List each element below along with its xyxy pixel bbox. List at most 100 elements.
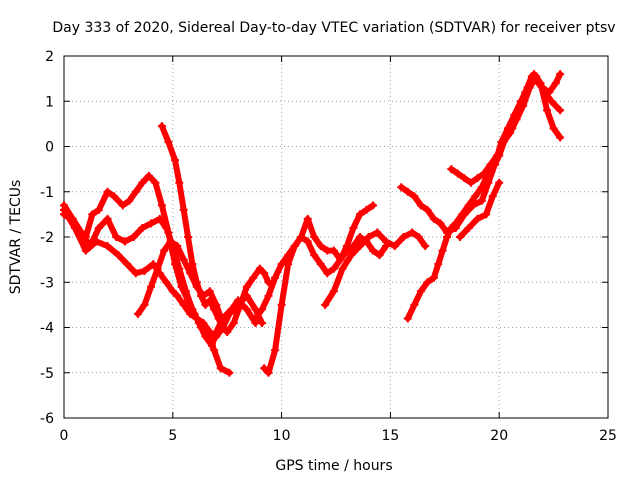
x-tick-label: 15 xyxy=(381,428,399,444)
data-point xyxy=(423,278,432,287)
data-point xyxy=(316,242,325,251)
data-point xyxy=(192,278,201,287)
data-point xyxy=(207,341,216,350)
data-point xyxy=(205,287,214,296)
data-point xyxy=(264,368,273,377)
data-point xyxy=(355,242,364,251)
data-point xyxy=(519,101,528,110)
data-point xyxy=(162,223,171,232)
data-point xyxy=(229,318,238,327)
data-point xyxy=(484,178,493,187)
data-point xyxy=(199,318,208,327)
data-point xyxy=(157,201,166,210)
data-point xyxy=(277,300,286,309)
data-point xyxy=(201,300,210,309)
y-tick-label: 2 xyxy=(45,49,54,65)
data-point xyxy=(210,305,219,314)
y-tick-label: -6 xyxy=(40,411,54,427)
data-point xyxy=(277,260,286,269)
data-point xyxy=(408,228,417,237)
data-point xyxy=(382,237,391,246)
data-point xyxy=(133,309,142,318)
data-point xyxy=(493,151,502,160)
data-point xyxy=(349,223,358,232)
data-point xyxy=(329,246,338,255)
series-10 xyxy=(397,70,565,237)
data-point xyxy=(506,128,515,137)
data-point xyxy=(429,273,438,282)
data-point xyxy=(242,282,251,291)
data-point xyxy=(321,300,330,309)
axis-ticks: 0 5 10 15 20 25 -6 -5 -4 -3 -2 -1 0 1 2 xyxy=(40,49,617,444)
data-point xyxy=(453,169,462,178)
data-point xyxy=(436,219,445,228)
series-5 xyxy=(157,122,273,337)
data-point xyxy=(442,228,451,237)
y-tick-label: -3 xyxy=(40,275,54,291)
data-point xyxy=(551,79,560,88)
data-point xyxy=(329,264,338,273)
data-point xyxy=(186,309,195,318)
data-point xyxy=(173,291,182,300)
data-point xyxy=(264,291,273,300)
data-point xyxy=(260,364,269,373)
data-point xyxy=(138,178,147,187)
grid xyxy=(64,56,608,418)
data-point xyxy=(94,223,103,232)
data-point xyxy=(416,201,425,210)
data-point xyxy=(329,287,338,296)
data-point xyxy=(466,178,475,187)
data-point xyxy=(336,255,345,264)
data-point xyxy=(434,260,443,269)
data-point xyxy=(547,97,556,106)
data-point xyxy=(538,83,547,92)
data-point xyxy=(297,233,306,241)
data-point xyxy=(144,171,153,180)
data-point xyxy=(118,201,127,210)
data-point xyxy=(173,242,182,251)
data-point xyxy=(355,210,364,219)
data-point xyxy=(362,205,371,214)
data-point xyxy=(181,287,190,296)
data-point xyxy=(255,264,264,273)
x-tick-label: 0 xyxy=(60,428,69,444)
y-axis-label: SDTVAR / TECUs xyxy=(8,180,24,295)
data-point xyxy=(94,205,103,214)
data-point xyxy=(364,233,373,241)
chart-title: Day 333 of 2020, Sidereal Day-to-day VTE… xyxy=(52,20,615,36)
data-point xyxy=(347,251,356,260)
data-point xyxy=(149,260,158,269)
data-point xyxy=(543,106,552,115)
y-tick-label: -5 xyxy=(40,366,54,382)
data-point xyxy=(103,242,112,251)
y-tick-label: -1 xyxy=(40,185,54,201)
data-point xyxy=(303,237,312,246)
data-point xyxy=(323,269,332,278)
data-point xyxy=(399,233,408,241)
data-point xyxy=(175,178,184,187)
series-1 xyxy=(60,171,234,377)
data-point xyxy=(242,305,251,314)
data-point xyxy=(60,205,68,214)
data-point xyxy=(460,210,469,219)
data-point xyxy=(164,137,173,146)
y-tick-label: 1 xyxy=(45,94,54,110)
data-point xyxy=(216,364,225,373)
data-point xyxy=(316,260,325,269)
data-point xyxy=(160,246,169,255)
data-point xyxy=(368,246,377,255)
x-tick-label: 25 xyxy=(599,428,617,444)
data-point xyxy=(482,210,491,219)
data-point xyxy=(131,187,140,196)
data-point xyxy=(123,260,132,269)
series-12 xyxy=(456,178,504,241)
data-point xyxy=(260,269,269,278)
data-point xyxy=(225,368,234,377)
series-line xyxy=(61,172,233,376)
data-point xyxy=(342,246,351,255)
data-point xyxy=(179,255,188,264)
data-point xyxy=(525,83,534,92)
data-point xyxy=(120,237,129,246)
data-point xyxy=(290,242,299,251)
